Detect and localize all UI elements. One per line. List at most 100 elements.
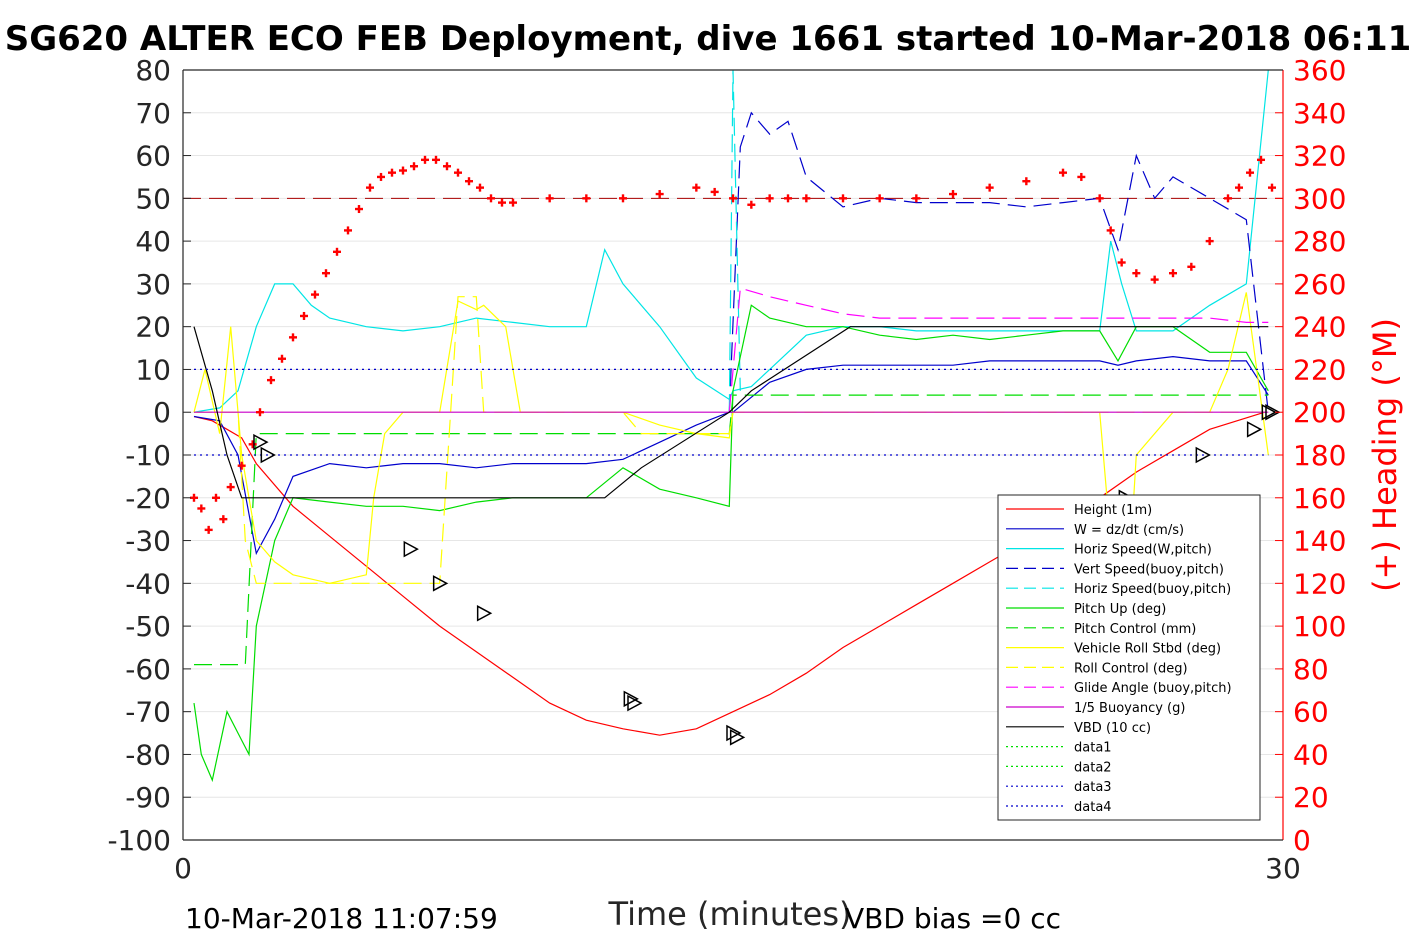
heading-point: [765, 194, 774, 203]
heading-point: [692, 183, 701, 192]
y-tick-label: -20: [125, 482, 171, 515]
series-line-3: [728, 111, 1269, 413]
heading-point: [839, 194, 847, 203]
heading-point: [1224, 194, 1232, 203]
heading-point: [1132, 269, 1141, 278]
y-tick-label: -60: [125, 653, 171, 686]
legend-label: Roll Control (deg): [1074, 661, 1188, 676]
y-tick-label: -70: [125, 696, 171, 729]
heading-point: [289, 333, 297, 342]
heading-point: [443, 162, 451, 171]
series-group: [183, 69, 1283, 783]
triangle-marker: [1195, 446, 1211, 464]
heading-point: [912, 194, 921, 203]
y2-tick-label: 120: [1293, 567, 1346, 600]
triangle-marker: [476, 605, 493, 622]
y2-tick-label: 20: [1293, 781, 1329, 814]
heading-point: [300, 311, 308, 320]
y-tick-label: 50: [135, 182, 171, 215]
x-tick-label: 30: [1265, 852, 1301, 885]
y2-tick-label: 160: [1293, 482, 1346, 515]
heading-point: [1187, 262, 1196, 271]
heading-point: [410, 162, 418, 171]
heading-point: [237, 461, 246, 470]
series-line-9: [728, 287, 1269, 413]
footer-timestamp: 10-Mar-2018 11:07:59: [185, 902, 498, 935]
y-tick-label: -90: [125, 781, 171, 814]
heading-point: [248, 440, 257, 449]
heading-point: [190, 493, 198, 502]
heading-point: [1246, 168, 1254, 177]
footer-vbd-bias: VBD bias =0 cc: [845, 902, 1061, 935]
y2-tick-label: 360: [1293, 54, 1346, 87]
heading-point: [802, 194, 811, 203]
heading-point: [355, 205, 363, 214]
series-line-11: [193, 326, 1269, 499]
heading-point: [498, 198, 506, 207]
heading-point: [204, 525, 213, 534]
heading-point: [1268, 183, 1276, 192]
heading-point: [1022, 177, 1031, 186]
y2-tick-label: 180: [1293, 439, 1346, 472]
legend-label: data1: [1074, 741, 1112, 756]
y2-tick-label: 260: [1293, 268, 1346, 301]
heading-point: [619, 194, 627, 203]
y-tick-label: 70: [135, 97, 171, 130]
heading-point: [388, 168, 396, 177]
heading-point: [784, 194, 792, 203]
y-tick-label: 20: [135, 311, 171, 344]
legend-label: Horiz Speed(W,pitch): [1074, 543, 1212, 558]
y2-tick-label: 140: [1293, 525, 1346, 558]
y-tick-label: 40: [135, 225, 171, 258]
heading-point: [1059, 168, 1067, 177]
triangle-marker: [623, 690, 639, 708]
triangle-marker: [1261, 403, 1277, 421]
y-tick-label: -50: [125, 610, 171, 643]
legend-label: Horiz Speed(buoy,pitch): [1074, 582, 1231, 597]
heading-point: [267, 376, 275, 385]
y2-tick-label: 200: [1293, 396, 1346, 429]
heading-point: [1205, 237, 1214, 246]
triangle-marker: [1265, 403, 1281, 421]
y2-tick-label: 0: [1293, 824, 1311, 857]
heading-point: [421, 155, 429, 164]
heading-point: [278, 354, 286, 363]
heading-point: [322, 269, 330, 278]
legend-label: Vehicle Roll Stbd (deg): [1074, 642, 1221, 657]
y2-tick-label: 240: [1293, 311, 1346, 344]
legend-label: Pitch Up (deg): [1074, 602, 1166, 617]
y2-tick-label: 80: [1293, 653, 1329, 686]
heading-point: [1106, 226, 1115, 235]
triangle-marker: [1246, 421, 1263, 438]
legend-label: Vert Speed(buoy,pitch): [1074, 562, 1224, 577]
y-tick-label: 60: [135, 140, 171, 173]
y2-tick-label: 320: [1293, 140, 1346, 173]
heading-point: [219, 515, 228, 524]
heading-point: [985, 183, 994, 192]
legend-label: data3: [1074, 780, 1112, 795]
x-tick-label: 0: [174, 852, 192, 885]
y-tick-label: -40: [125, 567, 171, 600]
y-tick-label: -10: [125, 439, 171, 472]
y2-axis-label: (+) Heading (°M): [1366, 318, 1404, 592]
heading-point: [465, 177, 473, 186]
y2-tick-label: 300: [1293, 182, 1346, 215]
chart-title: SG620 ALTER ECO FEB Deployment, dive 166…: [5, 19, 1412, 59]
triangle-marker: [403, 540, 419, 558]
triangle-marker: [432, 575, 449, 592]
heading-point: [1095, 194, 1104, 203]
y-tick-label: -80: [125, 738, 171, 771]
legend-label: Pitch Control (mm): [1074, 622, 1196, 637]
heading-point: [487, 194, 495, 203]
series-line-8: [194, 296, 1269, 584]
y2-tick-label: 40: [1293, 738, 1329, 771]
heading-point: [710, 187, 719, 196]
series-line-6: [194, 394, 1269, 666]
heading-point: [875, 194, 884, 203]
heading-point: [1169, 269, 1177, 278]
heading-point: [1117, 258, 1126, 267]
triangle-marker: [726, 724, 742, 742]
legend-label: data2: [1074, 760, 1112, 775]
legend-label: Glide Angle (buoy,pitch): [1074, 681, 1232, 696]
